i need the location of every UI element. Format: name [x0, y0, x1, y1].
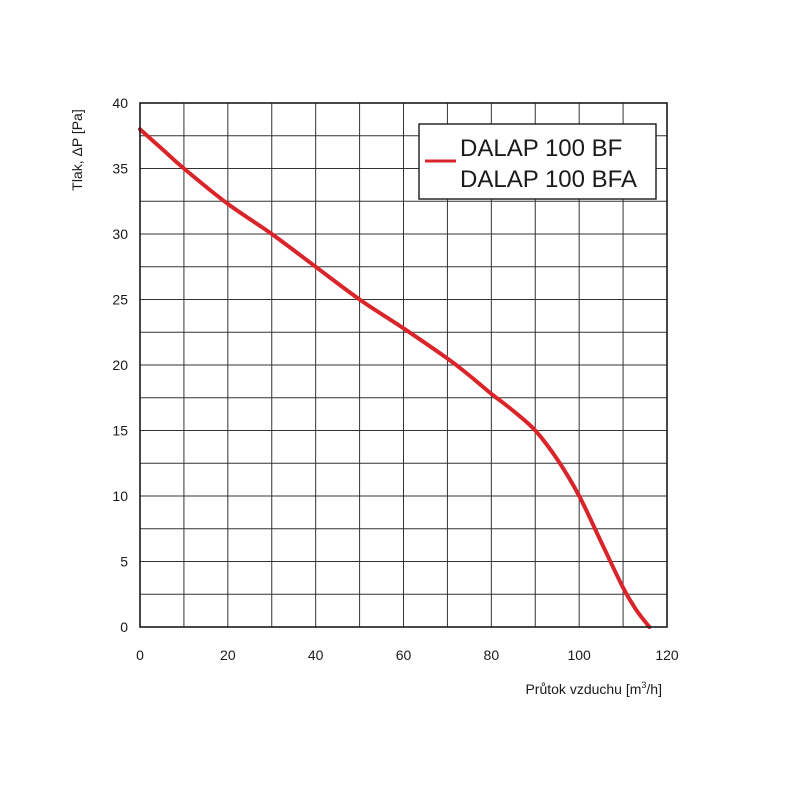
series-layer — [138, 127, 652, 629]
y-tick-labels: 0 5 10 15 20 25 30 35 40 — [112, 95, 128, 635]
legend-entry-1: DALAP 100 BF — [460, 135, 622, 162]
y-tick-label: 0 — [120, 619, 128, 635]
x-tick-label: 40 — [308, 647, 324, 663]
y-tick-label: 25 — [112, 292, 128, 308]
x-axis-label-main: Průtok vzduchu [m — [525, 681, 641, 697]
y-tick-label: 35 — [112, 161, 128, 177]
y-tick-label: 5 — [120, 554, 128, 570]
y-tick-label: 40 — [112, 95, 128, 111]
x-tick-label: 0 — [136, 647, 144, 663]
x-axis-label-sup: 3 — [641, 680, 646, 690]
x-tick-label: 120 — [655, 647, 679, 663]
x-tick-labels: 0 20 40 60 80 100 120 — [136, 647, 679, 663]
x-tick-label: 100 — [567, 647, 591, 663]
legend-entry-2: DALAP 100 BFA — [460, 166, 637, 193]
y-tick-label: 10 — [112, 488, 128, 504]
y-tick-label: 15 — [112, 423, 128, 439]
x-axis-label: Průtok vzduchu [m3/h] — [525, 680, 662, 697]
x-tick-label: 20 — [220, 647, 236, 663]
x-tick-label: 60 — [396, 647, 412, 663]
series-line — [138, 127, 652, 629]
legend: DALAP 100 BF DALAP 100 BFA — [418, 123, 657, 200]
grid — [140, 103, 667, 627]
legend-box — [418, 123, 657, 200]
y-tick-label: 20 — [112, 357, 128, 373]
x-axis-label-tail: /h] — [646, 681, 662, 697]
y-axis-label: Tlak, ΔP [Pa] — [69, 109, 85, 190]
x-tick-label: 80 — [484, 647, 500, 663]
plot-frame — [139, 102, 668, 628]
y-tick-label: 30 — [112, 226, 128, 242]
